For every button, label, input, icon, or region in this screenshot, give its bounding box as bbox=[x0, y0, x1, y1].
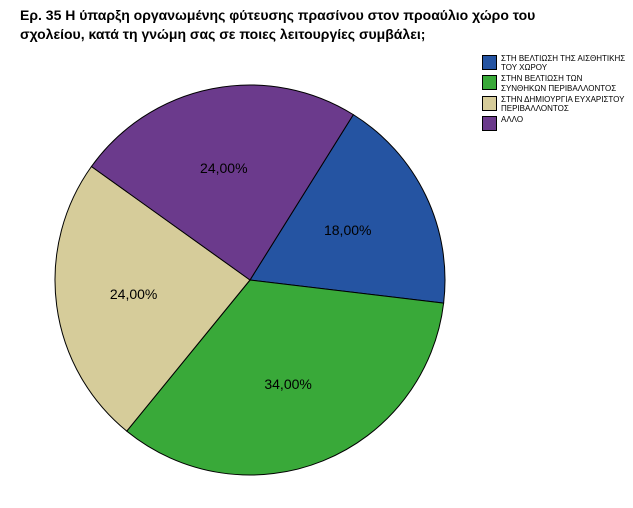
legend-swatch bbox=[482, 96, 497, 111]
legend-swatch bbox=[482, 116, 497, 131]
legend: ΣΤΗ ΒΕΛΤΙΩΣΗ ΤΗΣ ΑΙΣΘΗΤΙΚΗΣ ΤΟΥ ΧΩΡΟΥ ΣΤΗ… bbox=[482, 54, 627, 133]
legend-label: ΑΛΛΟ bbox=[501, 115, 523, 124]
chart-title-line2: σχολείου, κατά τη γνώμη σας σε ποιες λει… bbox=[20, 26, 425, 42]
legend-swatch bbox=[482, 55, 497, 70]
legend-item: ΣΤΗΝ ΔΗΜΙΟΥΡΓΙΑ ΕΥΧΑΡΙΣΤΟΥ ΠΕΡΙΒΑΛΛΟΝΤΟΣ bbox=[482, 95, 627, 113]
pie-chart: 18,00%34,00%24,00%24,00% bbox=[40, 70, 460, 490]
chart-title: Ερ. 35 Η ύπαρξη οργανωμένης φύτευσης πρα… bbox=[20, 6, 620, 44]
legend-item: ΣΤΗ ΒΕΛΤΙΩΣΗ ΤΗΣ ΑΙΣΘΗΤΙΚΗΣ ΤΟΥ ΧΩΡΟΥ bbox=[482, 54, 627, 72]
legend-label: ΣΤΗΝ ΒΕΛΤΙΩΣΗ ΤΩΝ ΣΥΝΘΗΚΩΝ ΠΕΡΙΒΑΛΛΟΝΤΟΣ bbox=[501, 74, 627, 92]
legend-item: ΑΛΛΟ bbox=[482, 115, 627, 131]
chart-title-line1: Ερ. 35 Η ύπαρξη οργανωμένης φύτευσης πρα… bbox=[20, 7, 535, 23]
legend-label: ΣΤΗΝ ΔΗΜΙΟΥΡΓΙΑ ΕΥΧΑΡΙΣΤΟΥ ΠΕΡΙΒΑΛΛΟΝΤΟΣ bbox=[501, 95, 627, 113]
legend-item: ΣΤΗΝ ΒΕΛΤΙΩΣΗ ΤΩΝ ΣΥΝΘΗΚΩΝ ΠΕΡΙΒΑΛΛΟΝΤΟΣ bbox=[482, 74, 627, 92]
legend-swatch bbox=[482, 75, 497, 90]
legend-label: ΣΤΗ ΒΕΛΤΙΩΣΗ ΤΗΣ ΑΙΣΘΗΤΙΚΗΣ ΤΟΥ ΧΩΡΟΥ bbox=[501, 54, 627, 72]
